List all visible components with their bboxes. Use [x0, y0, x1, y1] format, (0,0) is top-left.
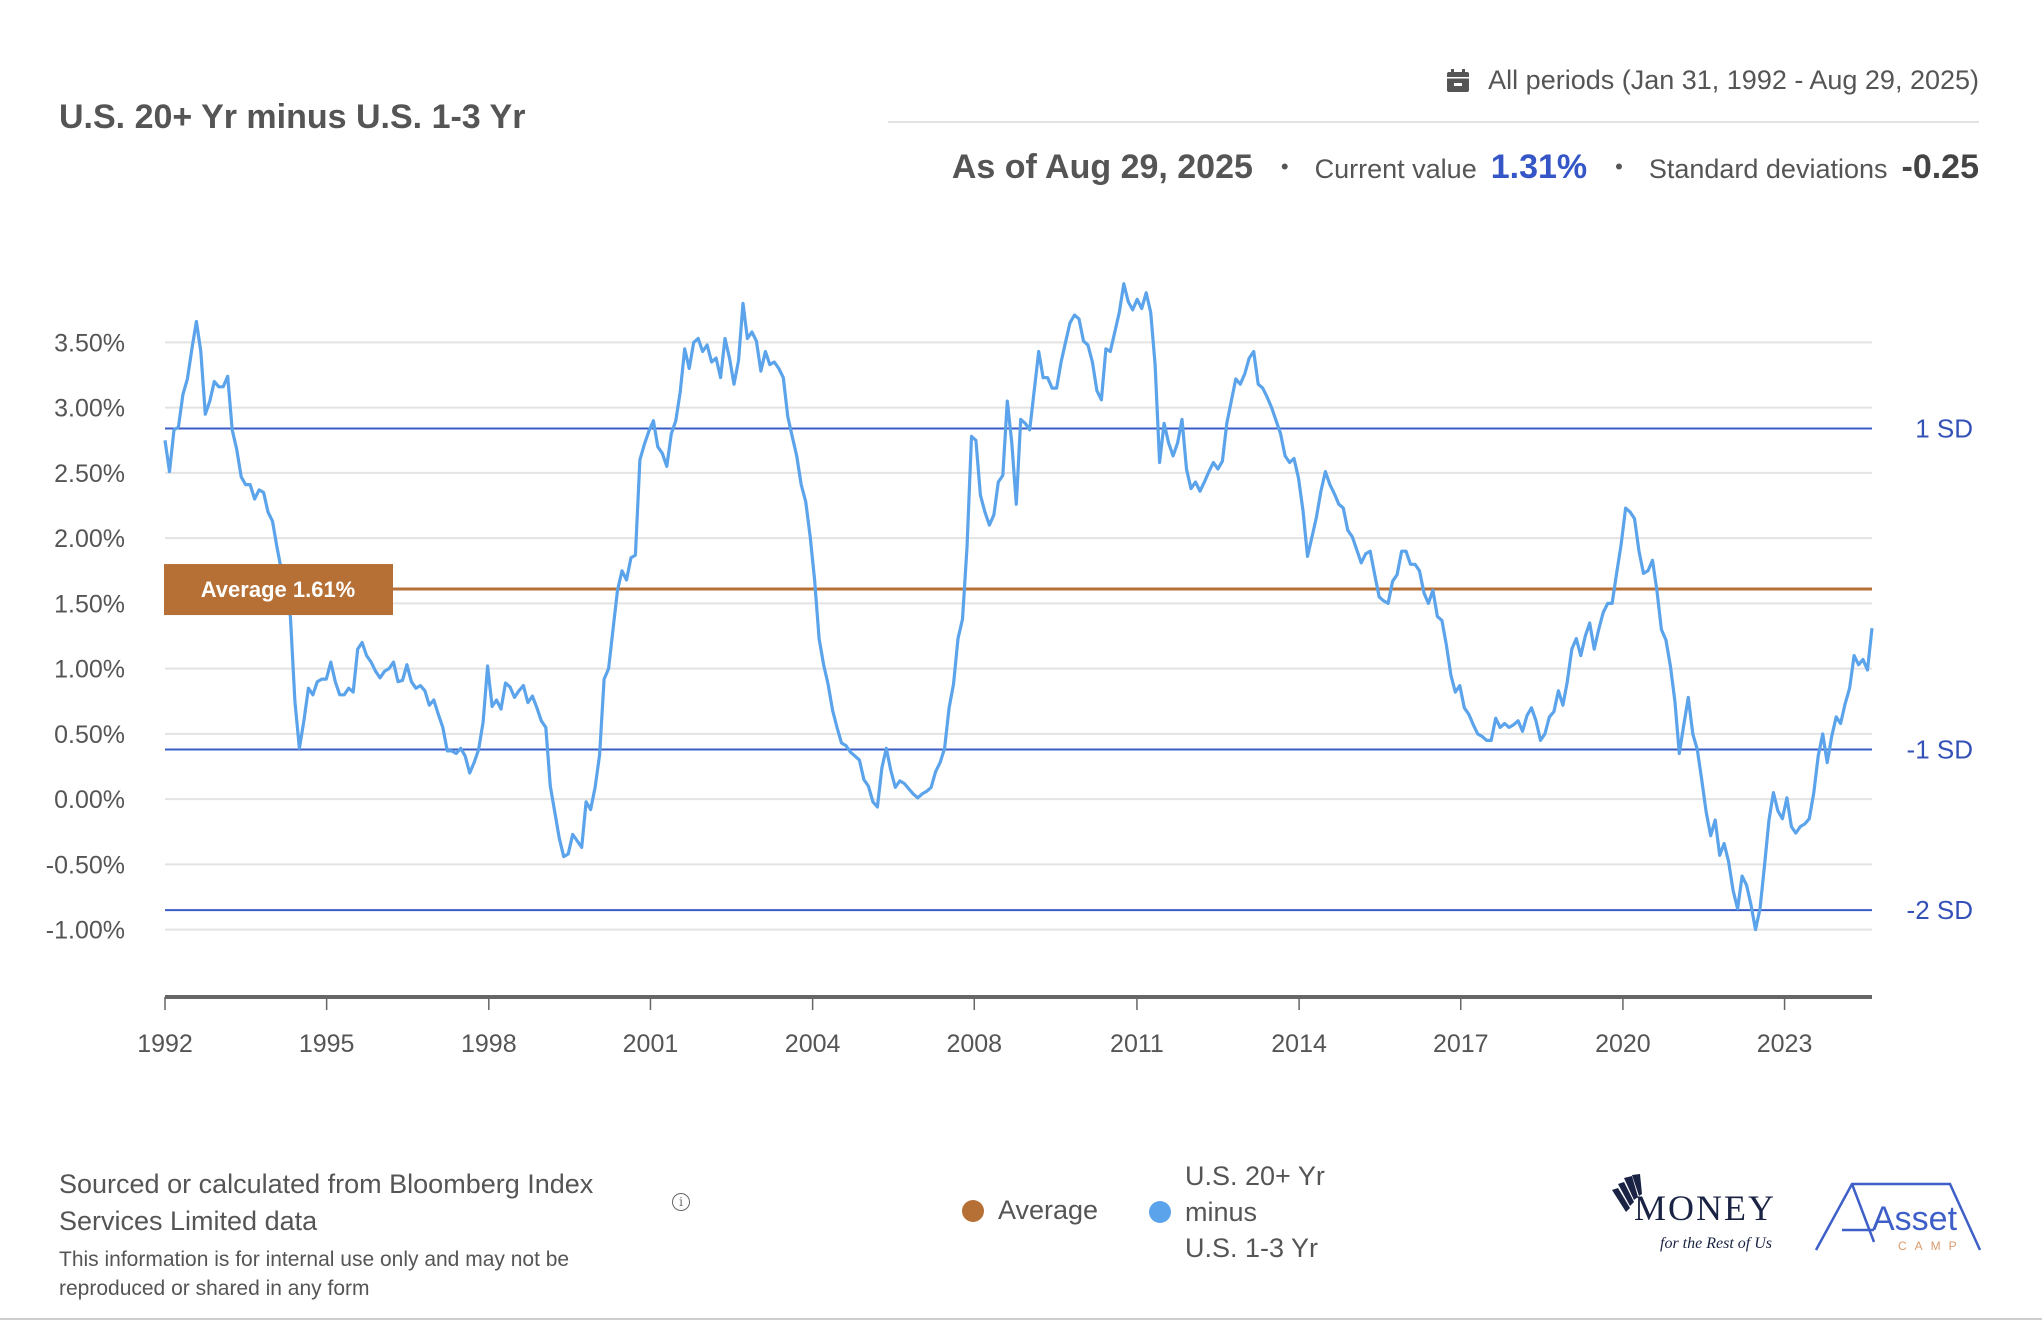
x-tick-label: 1992 [137, 1030, 193, 1058]
bottom-border [0, 1318, 2042, 1320]
y-axis-labels: 3.50% 3.00% 2.50% 2.00% 1.50% 1.00% 0.50% 0.00%… [46, 329, 125, 944]
disclaimer-line: reproduced or shared in any form [59, 1277, 370, 1300]
x-tick-label: 2008 [946, 1030, 1002, 1058]
source-note: Sourced or calculated from Bloomberg Ind… [59, 1166, 699, 1240]
separator-dot: • [1280, 154, 1289, 179]
legend-item-series[interactable]: U.S. 20+ Yr minus U.S. 1-3 Yr [1149, 1158, 1325, 1266]
std-dev-value: -0.25 [1901, 148, 1980, 186]
series-layer [163, 282, 1874, 932]
x-tick-label: 2014 [1271, 1030, 1327, 1058]
legend-label-line: U.S. 20+ Yr [1185, 1161, 1325, 1191]
y-tick-label: 0.00% [54, 786, 125, 814]
legend-dot-series [1149, 1201, 1171, 1223]
x-tick-label: 2020 [1595, 1030, 1651, 1058]
x-tick-label: 2017 [1433, 1030, 1489, 1058]
asset-logo-subtext: CAMP [1898, 1239, 1965, 1253]
disclaimer-line: This information is for internal use onl… [59, 1248, 570, 1271]
y-tick-label: 2.50% [54, 460, 125, 488]
calendar-icon [1446, 68, 1470, 93]
x-tick-label: 2004 [785, 1030, 841, 1058]
asset-camp-logo: Asset CAMP [1814, 1182, 1982, 1253]
sd-label: -1 SD [1907, 735, 1973, 765]
legend-label-line: minus [1185, 1197, 1258, 1227]
sd-label: 1 SD [1915, 414, 1973, 444]
x-axis: 1992 1995 1998 2001 2004 2008 2011 2014 2017 2020… [137, 995, 1872, 1058]
legend-item-average[interactable]: Average [962, 1195, 1098, 1226]
y-tick-label: 3.50% [54, 329, 125, 357]
line-chart: 3.50% 3.00% 2.50% 2.00% 1.50% 1.00% 0.50% 0.00%… [46, 282, 1973, 1058]
series-line [163, 282, 1874, 932]
x-tick-label: 2011 [1110, 1030, 1164, 1058]
y-tick-label: 1.50% [54, 590, 125, 618]
std-dev-label: Standard deviations [1648, 154, 1888, 184]
x-tick-label: 2001 [623, 1030, 679, 1058]
chart-title: U.S. 20+ Yr minus U.S. 1-3 Yr [59, 98, 526, 136]
legend-label-average: Average [998, 1195, 1099, 1225]
y-tick-label: -0.50% [46, 851, 125, 879]
y-tick-label: 2.00% [54, 525, 125, 553]
average-label-group: Average 1.61% [164, 564, 393, 616]
as-of-date: As of Aug 29, 2025 [951, 148, 1253, 186]
legend-label-line: U.S. 1-3 Yr [1185, 1233, 1319, 1263]
y-tick-label: 1.00% [54, 656, 125, 684]
current-value-label: Current value [1314, 154, 1477, 184]
source-line: Services Limited data [59, 1206, 318, 1236]
period-label: All periods (Jan 31, 1992 - Aug 29, 2025… [1488, 65, 1979, 95]
gridlines [165, 341, 1872, 931]
average-label-text: Average 1.61% [201, 577, 356, 602]
money-for-the-rest-of-us-logo: MONEY for the Rest of Us [1612, 1174, 1776, 1252]
asset-logo-text: Asset [1872, 1200, 1958, 1238]
x-tick-label: 1998 [461, 1030, 517, 1058]
money-logo-text: MONEY [1634, 1188, 1776, 1228]
sd-label: -2 SD [1907, 895, 1973, 925]
disclaimer-note: This information is for internal use onl… [59, 1245, 679, 1303]
stats-row: As of Aug 29, 2025 • Current value 1.31%… [952, 148, 1979, 187]
current-value: 1.31% [1490, 148, 1588, 186]
money-logo-subtext: for the Rest of Us [1660, 1235, 1772, 1252]
separator-dot: • [1615, 154, 1623, 179]
legend-dot-average [962, 1199, 984, 1222]
x-tick-label: 2023 [1757, 1030, 1813, 1058]
legend-label-series: U.S. 20+ Yr minus U.S. 1-3 Yr [1185, 1158, 1325, 1266]
y-tick-label: 3.00% [54, 395, 125, 423]
average-label-box [164, 564, 393, 616]
header-divider [888, 121, 1979, 123]
money-logo-mark [1612, 1174, 1642, 1212]
y-tick-label: -1.00% [46, 917, 125, 945]
info-icon[interactable]: i [672, 1193, 690, 1211]
x-tick-label: 1995 [299, 1030, 355, 1058]
period-selector[interactable]: All periods (Jan 31, 1992 - Aug 29, 2025… [1446, 65, 1979, 96]
y-tick-label: 0.50% [54, 721, 125, 749]
source-line: Sourced or calculated from Bloomberg Ind… [59, 1169, 594, 1199]
